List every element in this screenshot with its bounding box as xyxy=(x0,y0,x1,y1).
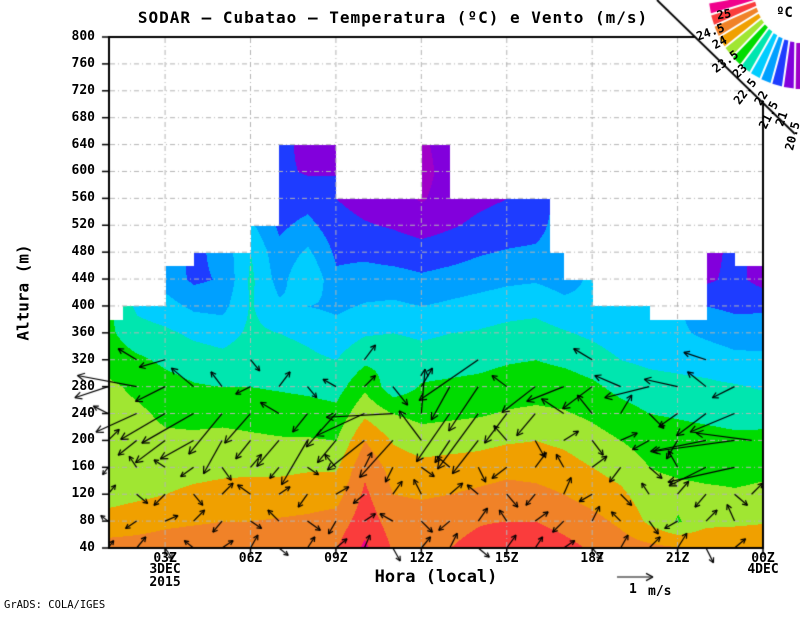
y-tick-label: 80 xyxy=(79,513,95,529)
y-tick-label: 720 xyxy=(71,82,95,98)
y-tick-label: 800 xyxy=(71,29,95,44)
x-tick-label: 03Z xyxy=(153,551,177,566)
y-tick-label: 760 xyxy=(71,55,95,71)
start-date: 3DEC xyxy=(149,562,181,577)
x-tick-label: 12Z xyxy=(409,551,434,566)
chart-title: SODAR — Cubatao — Temperatura (ºC) e Ven… xyxy=(137,8,649,27)
y-tick-label: 400 xyxy=(71,297,95,313)
x-tick-label: 09Z xyxy=(324,551,348,566)
wind-scale-value: 1 xyxy=(629,582,637,597)
x-tick-label: 15Z xyxy=(495,551,519,566)
x-axis-title: Hora (local) xyxy=(374,567,498,587)
y-tick-label: 200 xyxy=(71,432,95,448)
start-year: 2015 xyxy=(149,575,181,590)
y-tick-label: 120 xyxy=(71,486,95,502)
y-tick-label: 680 xyxy=(71,109,95,125)
y-tick-label: 40 xyxy=(79,540,95,555)
wind-scale-unit: m/s xyxy=(648,584,672,599)
y-tick-label: 440 xyxy=(71,271,95,287)
x-tick-label: 00Z xyxy=(751,551,775,566)
y-tick-label: 600 xyxy=(71,163,95,179)
y-tick-label: 560 xyxy=(71,190,95,206)
end-date: 4DEC xyxy=(747,562,779,577)
credit-text: GrADS: COLA/IGES xyxy=(4,599,106,611)
x-tick-label: 18Z xyxy=(580,551,604,566)
legend-unit-label: ºC xyxy=(776,5,793,21)
y-tick-label: 280 xyxy=(71,378,95,394)
y-axis-title: Altura (m) xyxy=(13,244,33,341)
x-tick-label: 06Z xyxy=(238,551,263,566)
y-tick-label: 360 xyxy=(71,324,95,340)
y-tick-label: 520 xyxy=(71,217,95,233)
x-tick-label: 21Z xyxy=(665,551,690,566)
y-tick-label: 240 xyxy=(71,405,95,421)
y-tick-label: 320 xyxy=(71,351,95,367)
y-tick-label: 640 xyxy=(71,136,95,152)
y-tick-label: 480 xyxy=(71,244,95,260)
y-tick-label: 160 xyxy=(71,459,95,475)
